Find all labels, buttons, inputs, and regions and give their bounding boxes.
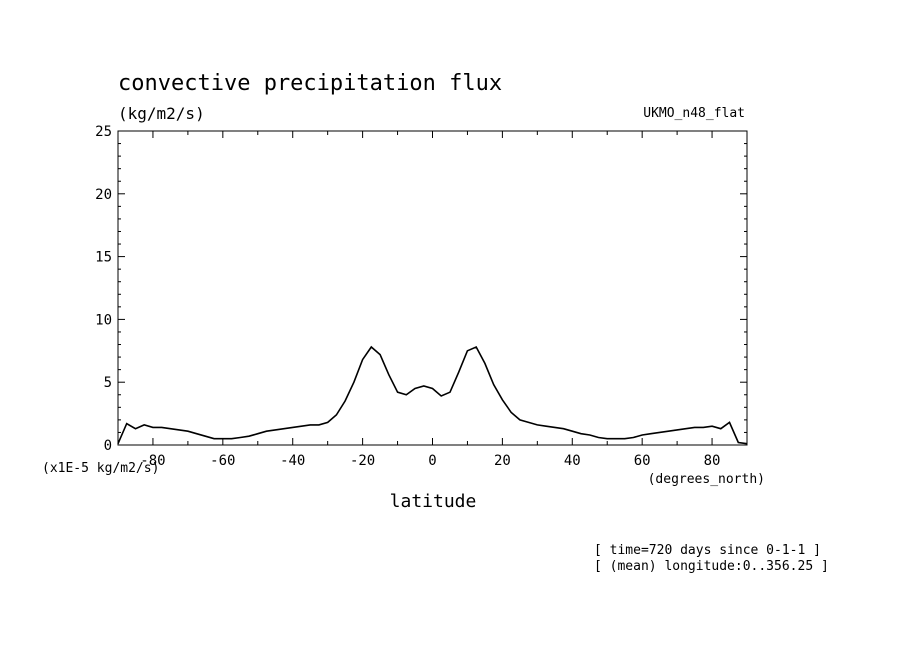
y-tick-label: 5 (104, 375, 112, 391)
dataset-label: UKMO_n48_flat (643, 106, 745, 121)
y-tick-label: 0 (104, 438, 112, 454)
y-tick-label: 20 (95, 187, 112, 203)
units-label: (kg/m2/s) (118, 104, 205, 123)
y-axis-tick-labels: 0 5 10 15 20 25 (95, 124, 112, 454)
x-axis-tick-labels: -80 -60 -40 -20 0 20 40 60 80 (140, 453, 720, 469)
axis-ticks (117, 130, 748, 446)
x-tick-label: 20 (494, 453, 511, 469)
precipitation-line (117, 345, 748, 445)
scale-label: (x1E-5 kg/m2/s) (42, 461, 159, 476)
x-tick-label: -80 (140, 453, 165, 469)
x-tick-label: 80 (704, 453, 721, 469)
chart-title: convective precipitation flux (118, 71, 502, 96)
x-tick-label: 40 (564, 453, 581, 469)
y-tick-label: 15 (95, 250, 112, 266)
x-tick-label: -60 (210, 453, 235, 469)
x-units-label: (degrees_north) (648, 472, 765, 487)
x-tick-label: -40 (280, 453, 305, 469)
x-tick-label: 60 (634, 453, 651, 469)
x-tick-label: 0 (428, 453, 436, 469)
info-line-longitude: [ (mean) longitude:0..356.25 ] (594, 559, 829, 574)
x-tick-label: -20 (350, 453, 375, 469)
y-tick-label: 25 (95, 124, 112, 140)
y-tick-label: 10 (95, 312, 112, 328)
x-axis-label: latitude (390, 491, 477, 512)
plot-frame (117, 130, 748, 446)
info-line-time: [ time=720 days since 0-1-1 ] (594, 543, 821, 558)
